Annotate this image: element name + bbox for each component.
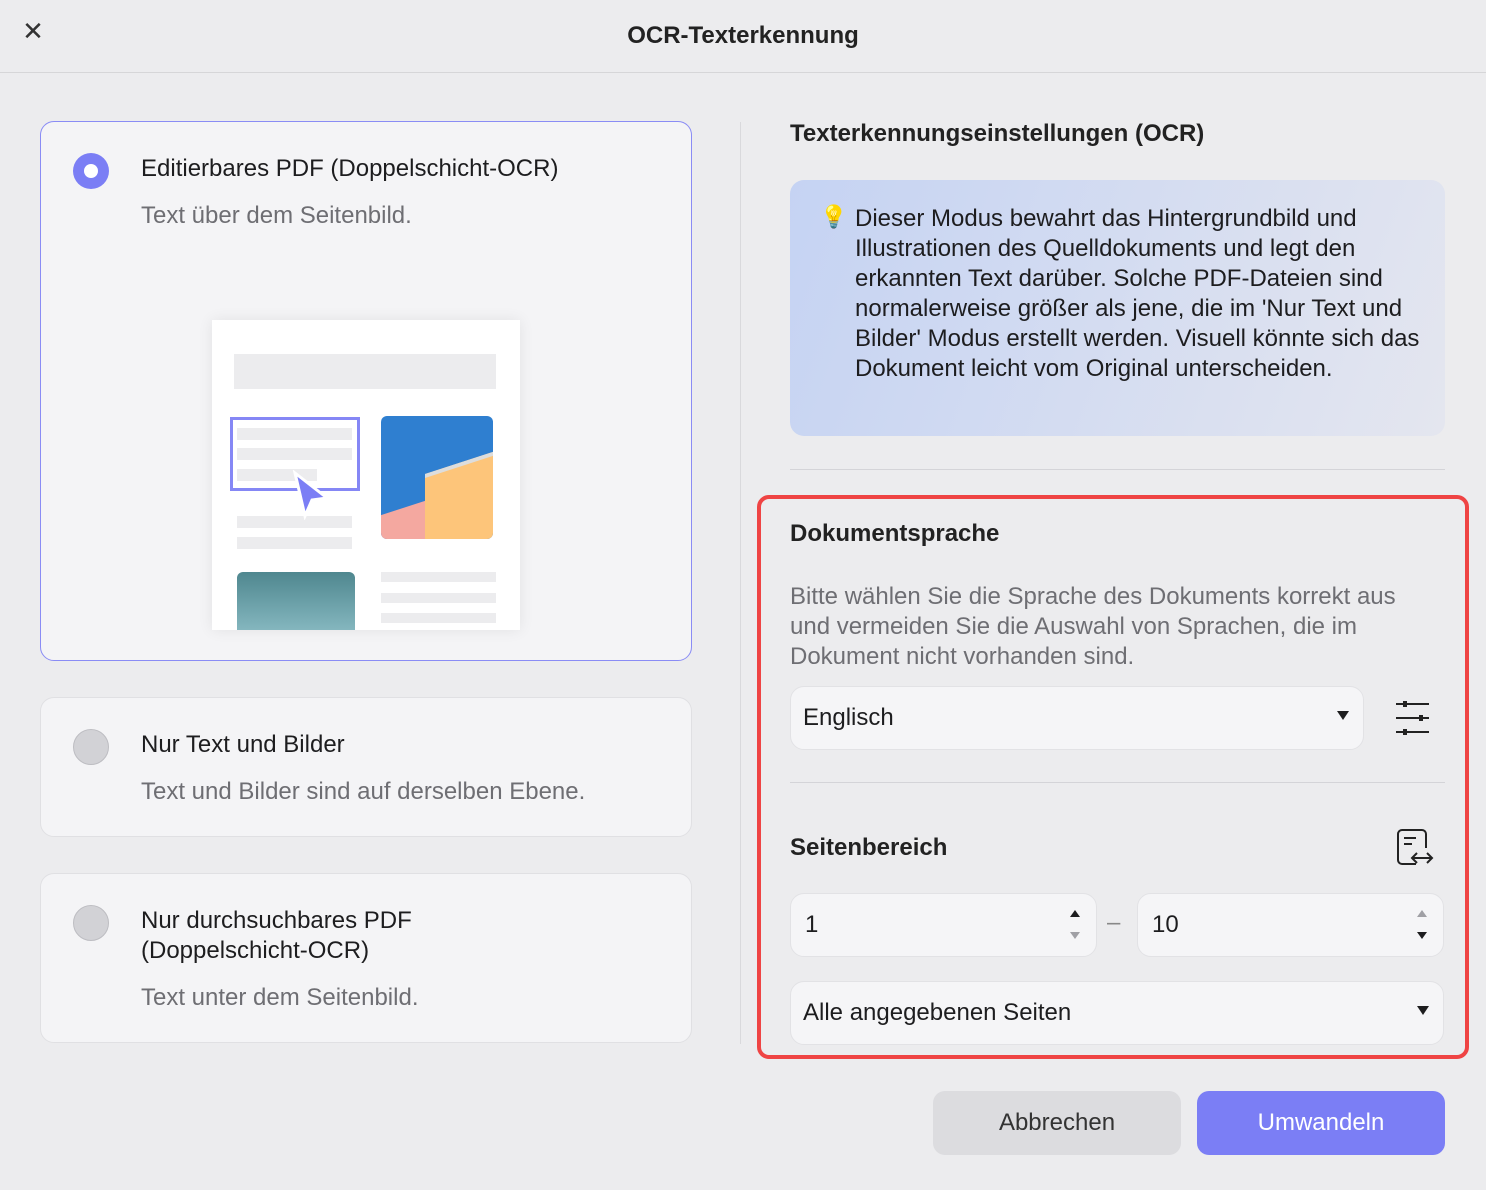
language-select[interactable]: Englisch	[790, 686, 1364, 750]
info-tip: 💡 Dieser Modus bewahrt das Hintergrundbi…	[790, 180, 1445, 436]
page-from-stepper[interactable]: 1	[790, 893, 1097, 957]
convert-button[interactable]: Umwandeln	[1197, 1091, 1445, 1155]
range-separator: –	[1107, 909, 1121, 936]
language-value: Englisch	[803, 704, 894, 731]
divider	[790, 469, 1445, 470]
mode-subtitle: Text über dem Seitenbild.	[141, 202, 412, 229]
dialog-title: OCR-Texterkennung	[627, 22, 859, 49]
mode-option-text-images[interactable]: Nur Text und Bilder Text und Bilder sind…	[40, 697, 692, 837]
mode-option-searchable-pdf[interactable]: Nur durchsuchbares PDF (Doppelschicht-OC…	[40, 873, 692, 1043]
pages-select-value: Alle angegebenen Seiten	[803, 999, 1072, 1026]
chevron-down-icon	[1337, 711, 1349, 720]
chevron-down-icon	[1417, 1006, 1429, 1015]
page-range-swap-icon[interactable]	[1396, 828, 1434, 866]
selection-box	[230, 417, 360, 491]
dialog-header: ✕ OCR-Texterkennung	[0, 0, 1486, 73]
cancel-button[interactable]: Abbrechen	[933, 1091, 1181, 1155]
mode-title: Nur durchsuchbares PDF (Doppelschicht-OC…	[141, 907, 412, 964]
tip-text: Dieser Modus bewahrt das Hintergrundbild…	[855, 205, 1420, 382]
cursor-icon	[292, 470, 331, 520]
page-range-heading: Seitenbereich	[790, 834, 948, 861]
radio-unselected[interactable]	[73, 905, 109, 941]
increment-icon[interactable]	[1070, 910, 1080, 917]
close-button[interactable]: ✕	[22, 16, 44, 46]
settings-heading: Texterkennungseinstellungen (OCR)	[790, 120, 1205, 147]
increment-icon[interactable]	[1417, 910, 1427, 917]
language-hint: Bitte wählen Sie die Sprache des Dokumen…	[790, 583, 1396, 670]
sliders-icon[interactable]	[1395, 700, 1431, 736]
highlight-box	[757, 495, 1469, 1059]
radio-selected[interactable]	[73, 153, 109, 189]
mode-subtitle: Text und Bilder sind auf derselben Ebene…	[141, 778, 586, 805]
mode-title: Editierbares PDF (Doppelschicht-OCR)	[141, 155, 559, 182]
divider	[790, 782, 1445, 783]
radio-unselected[interactable]	[73, 729, 109, 765]
mode-title: Nur Text und Bilder	[141, 731, 345, 758]
page-to-stepper[interactable]: 10	[1137, 893, 1444, 957]
page-to-value: 10	[1152, 911, 1179, 938]
decrement-icon[interactable]	[1417, 932, 1427, 939]
page-from-value: 1	[805, 911, 819, 938]
language-heading: Dokumentsprache	[790, 520, 1000, 547]
mode-illustration	[212, 320, 520, 630]
divider	[740, 122, 741, 1044]
mode-subtitle: Text unter dem Seitenbild.	[141, 984, 419, 1011]
decrement-icon[interactable]	[1070, 932, 1080, 939]
pages-select[interactable]: Alle angegebenen Seiten	[790, 981, 1444, 1045]
lightbulb-icon: 💡	[820, 204, 848, 229]
